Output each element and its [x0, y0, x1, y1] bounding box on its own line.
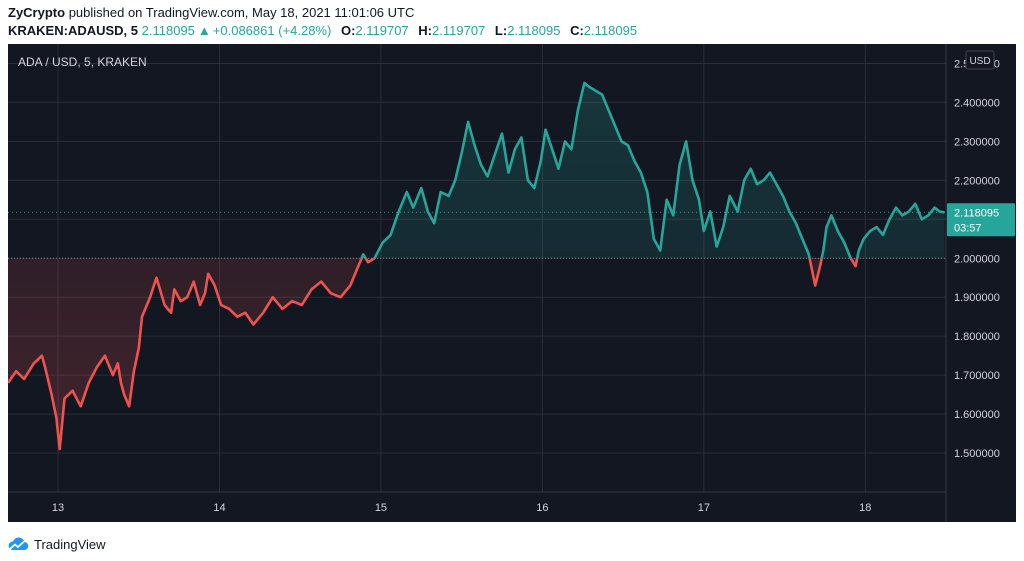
low-label: L: [494, 23, 508, 38]
time-axis: 13 14 15 16 17 18 [52, 502, 871, 514]
x-tick-label: 15 [375, 502, 387, 514]
last-price-text: 2.118095 [954, 207, 999, 219]
publish-info: published on TradingView.com, May 18, 20… [68, 5, 415, 20]
tradingview-brand[interactable]: TradingView [34, 536, 106, 552]
footer: TradingView [6, 534, 106, 554]
header: ZyCrypto published on TradingView.com, M… [8, 4, 1016, 40]
publisher-name[interactable]: ZyCrypto [8, 5, 66, 20]
y-tick-label: 1.800000 [954, 331, 1000, 343]
x-tick-label: 14 [213, 502, 225, 514]
publish-line: ZyCrypto published on TradingView.com, M… [8, 4, 1016, 22]
low-value: 2.118095 [507, 23, 561, 38]
x-tick-label: 13 [52, 502, 64, 514]
y-tick-label: 2.200000 [954, 175, 1000, 187]
chart-title: ADA / USD, 5, KRAKEN [18, 55, 147, 69]
triangle-up-icon: ▲ [197, 23, 211, 38]
currency-button [965, 50, 995, 70]
y-tick-label: 2.300000 [954, 136, 1000, 148]
tradingview-cloud-icon[interactable] [6, 536, 30, 552]
open-value: 2.119707 [355, 23, 409, 38]
y-tick-label: 1.900000 [954, 292, 1000, 304]
area-below-baseline [8, 258, 945, 450]
area-above-baseline [361, 83, 945, 259]
close-label: C: [570, 23, 584, 38]
symbol-label[interactable]: KRAKEN:ADAUSD, 5 [8, 23, 139, 38]
countdown-text: 03:57 [954, 222, 982, 234]
grid-lines [8, 44, 946, 492]
y-tick-label: 1.700000 [954, 370, 1000, 382]
last-price-badge [947, 203, 1015, 237]
high-label: H: [418, 23, 433, 38]
x-tick-label: 17 [698, 502, 710, 514]
x-tick-label: 18 [859, 502, 871, 514]
series-line-up [360, 81, 945, 259]
series-line-down [8, 258, 859, 451]
y-tick-label: 2.400000 [954, 97, 1000, 109]
y-tick-label: 2.000000 [954, 253, 1000, 265]
open-label: O: [340, 23, 356, 38]
high-value: 2.119707 [432, 23, 486, 38]
last-price-value: 2.118095 [141, 23, 195, 38]
y-tick-label: 1.600000 [954, 409, 1000, 421]
price-axis: 1.500000 1.600000 1.700000 1.800000 1.900000… [954, 58, 1000, 460]
currency-label: USD [969, 56, 990, 67]
close-value: 2.118095 [583, 23, 638, 38]
price-chart[interactable]: 1.500000 1.600000 1.700000 1.800000 1.900000… [8, 44, 1016, 522]
y-tick-label: 1.500000 [954, 448, 1000, 460]
chart-panel[interactable]: 1.500000 1.600000 1.700000 1.800000 1.900000… [8, 44, 1016, 522]
ohlc-bar: KRAKEN:ADAUSD, 5 2.118095 ▲ +0.086861 (+4.… [8, 22, 1016, 40]
x-tick-label: 16 [536, 502, 548, 514]
price-change: +0.086861 (+4.28%) [212, 23, 332, 38]
